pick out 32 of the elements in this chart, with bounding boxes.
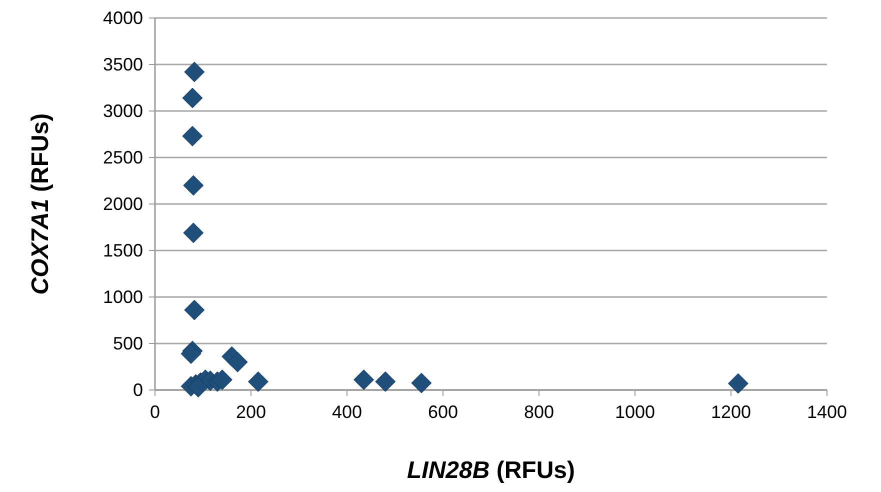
- y-axis-title: COX7A1 (RFUs): [27, 113, 54, 295]
- point: [411, 372, 432, 394]
- y-tick-label: 2500: [102, 148, 143, 168]
- y-tick-label: 1000: [102, 287, 143, 307]
- point: [183, 175, 204, 196]
- point: [212, 370, 232, 390]
- x-tick-label: 600: [428, 402, 458, 422]
- point: [375, 371, 396, 392]
- x-tick-label: 200: [236, 402, 266, 422]
- y-tick-label: 3500: [102, 54, 143, 74]
- x-tick-label: 1000: [614, 402, 656, 422]
- x-tick-label: 0: [150, 402, 160, 422]
- point: [248, 371, 268, 392]
- point: [183, 222, 204, 244]
- x-tick-label: 1200: [710, 402, 752, 422]
- y-tick-label: 1500: [102, 240, 143, 260]
- point: [184, 62, 205, 82]
- y-tick-label: 0: [132, 380, 143, 400]
- x-tick-label: 1400: [806, 402, 848, 422]
- point: [728, 373, 748, 394]
- x-tick-label: 800: [524, 402, 554, 422]
- point: [182, 126, 203, 146]
- x-axis-title: LIN28B (RFUs): [406, 457, 576, 484]
- point: [182, 88, 203, 108]
- point: [227, 352, 248, 372]
- point: [354, 370, 374, 390]
- x-tick-label: 400: [332, 402, 362, 422]
- y-tick-label: 3000: [102, 101, 143, 121]
- y-tick-label: 500: [112, 334, 143, 354]
- point: [184, 300, 205, 320]
- y-tick-label: 4000: [102, 8, 143, 28]
- y-tick-label: 2000: [102, 194, 143, 214]
